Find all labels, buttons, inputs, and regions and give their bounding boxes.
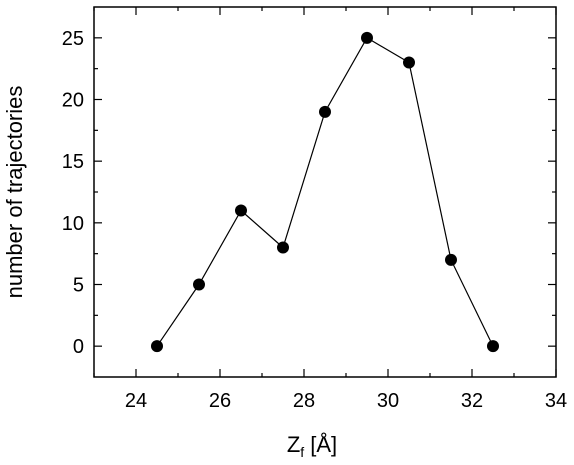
series-line (156, 37, 494, 347)
y-tick-label: 15 (62, 151, 84, 173)
y-tick-label: 25 (62, 28, 84, 50)
x-axis-title: Zf [Å] (287, 432, 337, 460)
data-point (151, 340, 163, 353)
data-point (361, 31, 373, 44)
x-tick-label: 28 (293, 390, 315, 412)
tick-marks (93, 7, 557, 377)
x-tick-label: 30 (377, 390, 399, 412)
data-point (193, 278, 205, 291)
plot-frame (93, 6, 557, 378)
x-tick-label: 34 (545, 390, 567, 412)
y-tick-label: 20 (62, 90, 84, 112)
y-tick-label: 0 (73, 336, 84, 358)
data-point (487, 340, 499, 353)
x-tick-label: 26 (209, 390, 231, 412)
data-point (277, 241, 289, 254)
data-point (319, 105, 331, 118)
data-point (445, 253, 457, 266)
data-points (151, 31, 499, 353)
y-tick-label: 5 (73, 275, 84, 297)
data-point (235, 204, 247, 217)
y-tick-label: 10 (62, 213, 84, 235)
y-axis-title: number of trajectories (2, 86, 27, 299)
data-point (403, 56, 415, 69)
tick-labels: 24 26 28 30 32 34 0 5 10 15 20 25 (62, 28, 567, 412)
x-tick-label: 24 (125, 390, 147, 412)
x-tick-label: 32 (461, 390, 483, 412)
